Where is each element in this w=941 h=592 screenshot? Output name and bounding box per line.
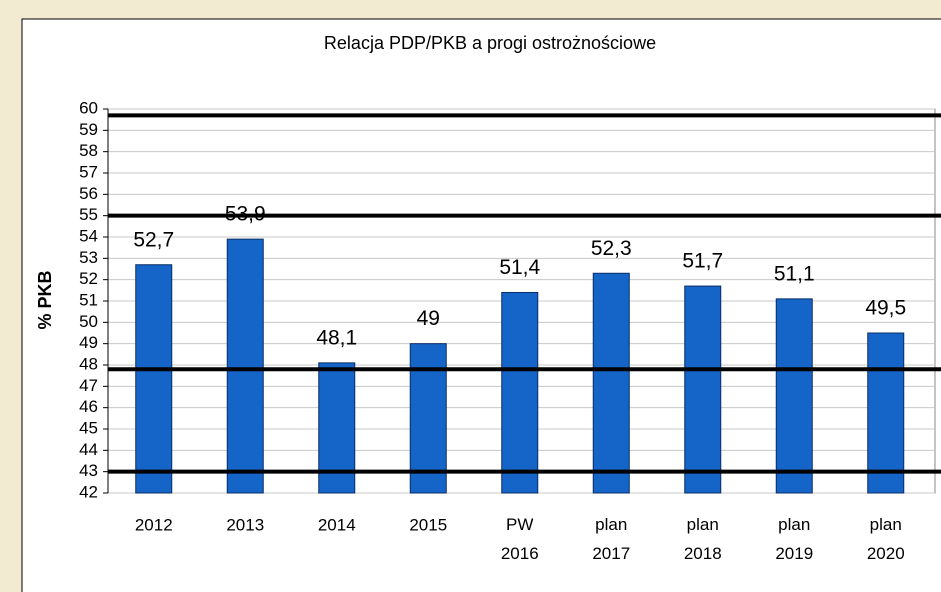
y-tick-label: 55: [79, 205, 98, 224]
x-tick-label: plan 2020: [867, 515, 905, 563]
bar: [867, 332, 905, 494]
x-tick-label-line: 2018: [684, 544, 722, 563]
x-tick-label-line: PW: [506, 515, 533, 534]
value-label: 51,4: [499, 256, 540, 279]
x-tick-label-line: plan: [595, 515, 627, 534]
value-label: 48,1: [316, 326, 357, 349]
bar: [775, 298, 813, 494]
x-tick-label: PW 2016: [501, 515, 539, 563]
x-tick-label: plan 2017: [592, 515, 630, 563]
y-tick-label: 51: [79, 290, 98, 309]
x-tick-label-line: plan: [778, 515, 810, 534]
y-tick-label: 49: [79, 333, 98, 352]
chart-title: Relacja PDP/PKB a progi ostrożnościowe: [324, 33, 656, 53]
y-tick-label: 54: [79, 226, 98, 245]
x-tick-label-line: 2019: [775, 544, 813, 563]
bar: [592, 272, 630, 494]
x-tick-label-line: 2017: [592, 544, 630, 563]
x-tick-label: plan 2018: [684, 515, 722, 563]
bar: [684, 285, 722, 494]
y-tick-label: 44: [79, 440, 98, 459]
value-label: 51,7: [682, 250, 723, 273]
x-tick-label-line: 2016: [501, 544, 539, 563]
y-tick-label: 57: [79, 162, 98, 181]
y-tick-label: 59: [79, 120, 98, 139]
value-label: 49: [417, 307, 440, 330]
x-tick-label-line: 2020: [867, 544, 905, 563]
y-tick-label: 58: [79, 141, 98, 160]
y-tick-label: 60: [79, 98, 98, 117]
x-tick-label: 2014: [318, 515, 356, 534]
value-label: 52,7: [133, 228, 174, 251]
y-tick-label: 47: [79, 376, 98, 395]
y-tick-label: 46: [79, 397, 98, 416]
bar: [226, 238, 264, 494]
y-tick-label: 45: [79, 418, 98, 437]
y-tick-label: 48: [79, 354, 98, 373]
y-tick-label: 56: [79, 184, 98, 203]
value-label: 52,3: [591, 237, 632, 260]
x-tick-label: 2015: [409, 515, 447, 534]
bar: [135, 264, 173, 494]
x-tick-label: 2013: [226, 515, 264, 534]
y-tick-label: 50: [79, 312, 98, 331]
x-tick-label: plan 2019: [775, 515, 813, 563]
y-tick-label: 42: [79, 482, 98, 501]
y-tick-label: 52: [79, 269, 98, 288]
y-tick-label: 53: [79, 248, 98, 267]
bar: [501, 291, 539, 494]
x-tick-label-line: plan: [687, 515, 719, 534]
x-tick-label: 2012: [135, 515, 173, 534]
value-label: 49,5: [865, 297, 906, 320]
value-label: 51,1: [774, 262, 815, 285]
x-tick-label-line: plan: [870, 515, 902, 534]
y-axis-label: % PKB: [35, 270, 55, 329]
y-tick-label: 43: [79, 461, 98, 480]
